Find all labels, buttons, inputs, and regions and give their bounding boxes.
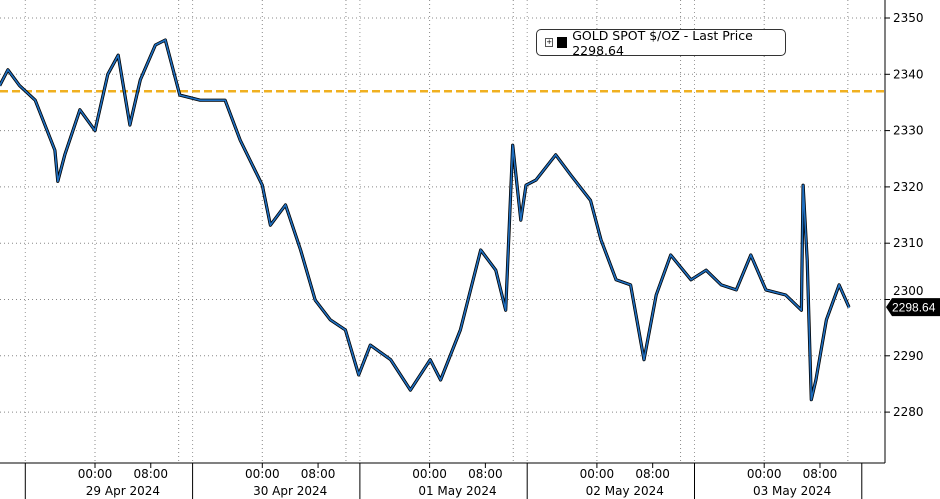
- data-point: [7, 68, 9, 71]
- x-tick-label: 00:00: [245, 467, 280, 481]
- data-point: [495, 269, 497, 272]
- x-day-label: 30 Apr 2024: [253, 484, 327, 498]
- data-point: [765, 289, 767, 291]
- series-shadow: [0, 38, 851, 402]
- price-series: [0, 38, 851, 402]
- data-point: [284, 204, 287, 206]
- x-tick-label: 00:00: [747, 467, 782, 481]
- x-day-label: 03 May 2024: [753, 484, 831, 498]
- data-point: [369, 344, 372, 346]
- data-point: [784, 294, 787, 296]
- legend-label: GOLD SPOT $/OZ - Last Price 2298.64: [572, 27, 753, 58]
- y-tick-label: 2340: [893, 67, 924, 81]
- data-point: [261, 184, 264, 187]
- y-tick-label: 2300: [893, 284, 924, 298]
- y-tick-label: 2350: [893, 11, 924, 25]
- data-point: [0, 84, 1, 87]
- x-day-label: 02 May 2024: [586, 484, 664, 498]
- last-price-label: 2298.64: [892, 301, 936, 315]
- data-point: [554, 154, 557, 156]
- data-point: [299, 249, 302, 251]
- x-tick-label: 08:00: [133, 467, 168, 481]
- data-point: [357, 374, 360, 376]
- data-point: [825, 318, 828, 321]
- data-point: [720, 284, 723, 286]
- data-point: [117, 54, 120, 56]
- data-point: [810, 398, 813, 401]
- data-point: [504, 309, 507, 311]
- data-point: [106, 73, 109, 76]
- y-tick-label: 2310: [893, 236, 924, 250]
- data-point: [139, 79, 142, 81]
- x-day-label: 01 May 2024: [418, 484, 496, 498]
- x-tick-label: 08:00: [635, 467, 670, 481]
- data-point: [54, 149, 56, 152]
- expand-icon[interactable]: +: [545, 38, 554, 47]
- data-point: [735, 289, 738, 291]
- data-point: [848, 306, 850, 308]
- data-point: [344, 329, 347, 331]
- data-point: [643, 358, 645, 361]
- y-tick-label: 2280: [893, 405, 924, 419]
- data-point: [129, 124, 131, 126]
- data-point: [269, 224, 272, 226]
- data-point: [479, 249, 482, 251]
- data-point: [615, 278, 617, 281]
- legend: + GOLD SPOT $/OZ - Last Price 2298.64: [536, 27, 786, 58]
- data-point: [800, 309, 803, 311]
- data-point: [179, 94, 181, 96]
- data-point: [690, 278, 692, 281]
- data-point: [525, 184, 527, 187]
- data-point: [705, 269, 707, 272]
- grid: [0, 0, 885, 463]
- x-tick-label: 08:00: [803, 467, 838, 481]
- data-point: [655, 294, 657, 296]
- data-point: [750, 254, 752, 256]
- legend-swatch: [557, 37, 568, 48]
- data-point: [63, 154, 66, 156]
- data-point: [199, 99, 201, 101]
- data-point: [314, 299, 316, 301]
- data-point: [329, 318, 332, 321]
- data-point: [224, 99, 226, 101]
- y-tick-label: 2290: [893, 349, 924, 363]
- last-price-badge: [886, 298, 940, 317]
- data-point: [838, 284, 840, 286]
- x-tick-label: 08:00: [301, 467, 336, 481]
- data-point: [34, 99, 36, 101]
- data-point: [154, 44, 157, 46]
- y-tick-label: 2330: [893, 124, 924, 138]
- data-point: [94, 129, 96, 132]
- data-point: [669, 254, 672, 256]
- data-point: [79, 108, 81, 111]
- data-point: [429, 358, 431, 361]
- data-point: [802, 184, 804, 187]
- data-point: [239, 139, 242, 141]
- data-point: [18, 84, 21, 87]
- x-tick-label: 00:00: [412, 467, 447, 481]
- data-point: [409, 389, 412, 391]
- data-point: [806, 259, 808, 261]
- data-point: [57, 180, 59, 183]
- data-point: [629, 284, 632, 286]
- y-tick-label: 2320: [893, 180, 924, 194]
- x-tick-label: 00:00: [78, 467, 113, 481]
- data-point: [164, 39, 167, 41]
- data-point: [520, 219, 522, 221]
- data-point: [389, 358, 392, 361]
- data-point: [815, 379, 817, 381]
- x-day-label: 29 Apr 2024: [86, 484, 160, 498]
- data-point: [535, 179, 537, 181]
- data-point: [439, 379, 442, 381]
- data-point: [511, 144, 514, 147]
- data-point: [589, 199, 592, 202]
- data-point: [459, 329, 462, 331]
- x-tick-label: 08:00: [468, 467, 503, 481]
- series-line: [0, 39, 850, 401]
- x-tick-label: 00:00: [580, 467, 615, 481]
- data-point: [569, 174, 572, 176]
- data-point: [600, 239, 602, 241]
